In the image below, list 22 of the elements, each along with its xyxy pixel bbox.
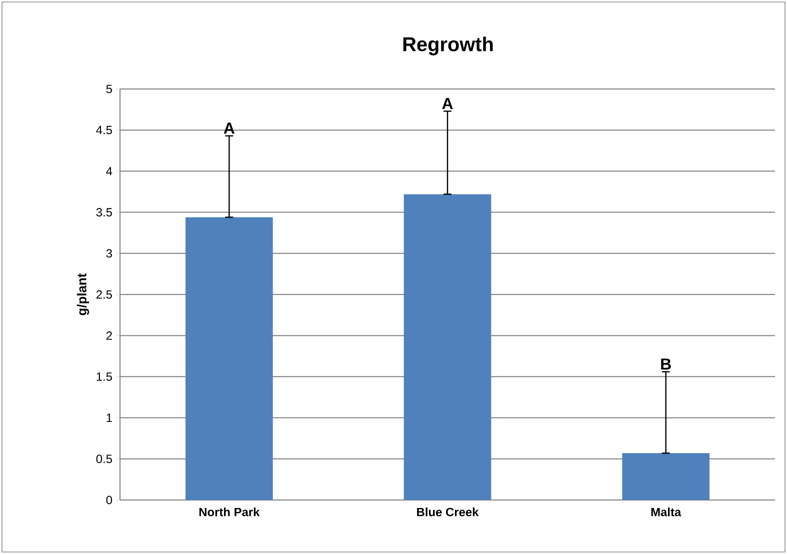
y-tick-label: 0.5 — [96, 454, 112, 464]
x-tick-label: Malta — [651, 508, 682, 516]
y-tick-label: 2.5 — [96, 290, 112, 299]
bar — [186, 217, 273, 500]
annotation: A — [442, 98, 453, 109]
x-tick-label: Blue Creek — [417, 508, 479, 516]
annotation: B — [661, 358, 671, 370]
y-tick-label: 4.5 — [96, 126, 112, 134]
bar — [622, 453, 710, 500]
y-axis-title: g/plant — [76, 273, 90, 316]
x-tick-label: North Park — [199, 508, 260, 516]
y-tick-label: 3.5 — [96, 208, 112, 217]
y-tick-label: 4 — [106, 167, 112, 176]
y-tick-label: 0 — [106, 496, 112, 504]
y-tick-label: 3 — [106, 249, 112, 258]
y-tick-label: 2 — [106, 331, 112, 340]
y-tick-label: 5 — [106, 84, 112, 94]
y-tick-label: 1 — [106, 414, 112, 422]
bar — [404, 194, 492, 500]
y-tick-label: 1.5 — [96, 372, 112, 381]
annotation: A — [224, 122, 235, 134]
chart-title: Regrowth — [403, 36, 493, 56]
